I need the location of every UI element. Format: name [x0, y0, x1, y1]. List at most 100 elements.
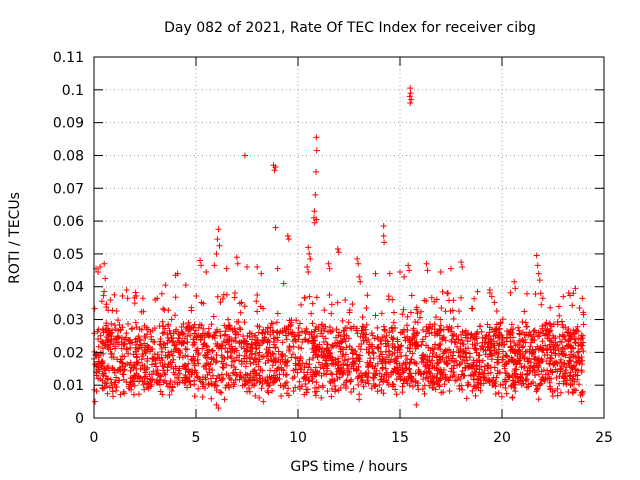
roti-point	[283, 336, 290, 343]
roti-point	[558, 363, 565, 370]
roti-point	[424, 267, 431, 274]
roti-point	[267, 353, 274, 360]
roti-point	[381, 326, 388, 333]
roti-point	[182, 379, 189, 386]
roti-point	[260, 398, 267, 405]
roti-point	[378, 310, 385, 317]
roti-point	[496, 331, 503, 338]
roti-point	[193, 347, 200, 354]
roti-point	[515, 324, 522, 331]
roti-point	[127, 359, 134, 366]
roti-point	[572, 366, 579, 373]
roti-point	[449, 355, 456, 362]
roti-point	[555, 346, 562, 353]
roti-point	[188, 325, 195, 332]
roti-point	[147, 346, 154, 353]
roti-point	[209, 347, 216, 354]
roti-point	[458, 331, 465, 338]
roti-point	[365, 363, 372, 370]
roti-point	[332, 361, 339, 368]
roti-point	[130, 377, 137, 384]
roti-point	[194, 373, 201, 380]
roti-point	[431, 298, 438, 305]
roti-point	[241, 319, 248, 326]
roti-point	[401, 367, 408, 374]
roti-point	[482, 351, 489, 358]
roti-point	[472, 342, 479, 349]
roti-point	[539, 338, 546, 345]
roti-point	[223, 382, 230, 389]
roti-point	[536, 332, 543, 339]
roti-point	[278, 393, 285, 400]
roti-point	[258, 329, 265, 336]
roti-point	[342, 383, 349, 390]
roti-point	[162, 282, 169, 289]
roti-point	[407, 90, 414, 97]
roti-point	[402, 361, 409, 368]
roti-point	[437, 322, 444, 329]
roti-point	[455, 349, 462, 356]
roti-point	[252, 374, 259, 381]
roti-point	[423, 297, 430, 304]
roti-point	[164, 334, 171, 341]
roti-point	[113, 374, 120, 381]
roti-point	[256, 372, 263, 379]
roti-point	[457, 354, 464, 361]
roti-point	[447, 349, 454, 356]
roti-point	[513, 366, 520, 373]
roti-point	[166, 337, 173, 344]
roti-point	[173, 345, 180, 352]
y-axis-title: ROTI / TECUs	[7, 192, 23, 284]
plot-frame	[93, 56, 605, 419]
roti-point	[448, 325, 455, 332]
roti-point	[349, 346, 356, 353]
roti-point	[395, 343, 402, 350]
roti-point	[406, 93, 413, 100]
roti-point	[292, 384, 299, 391]
roti-point	[462, 350, 469, 357]
roti-point	[342, 296, 349, 303]
roti-point	[299, 338, 306, 345]
roti-point	[348, 325, 355, 332]
roti-point	[124, 360, 131, 367]
roti-point	[493, 374, 500, 381]
roti-point	[544, 375, 551, 382]
roti-point	[223, 265, 230, 272]
roti-point	[380, 390, 387, 397]
roti-point	[335, 332, 342, 339]
roti-point	[346, 307, 353, 314]
roti-point	[104, 390, 111, 397]
roti-point	[348, 346, 355, 353]
roti-point	[507, 328, 514, 335]
y-tick-label: 0.06	[53, 214, 84, 230]
roti-point	[440, 334, 447, 341]
roti-point	[202, 376, 209, 383]
roti-point	[559, 351, 566, 358]
roti-point	[313, 134, 320, 141]
roti-point	[169, 384, 176, 391]
roti-point	[224, 336, 231, 343]
roti-point	[543, 319, 550, 326]
roti-point	[516, 330, 523, 337]
roti-point	[285, 392, 292, 399]
roti-point	[420, 376, 427, 383]
roti-point	[195, 385, 202, 392]
roti-point	[478, 363, 485, 370]
roti-point	[279, 351, 286, 358]
roti-point	[137, 365, 144, 372]
roti-point	[120, 388, 127, 395]
roti-point	[354, 255, 361, 262]
roti-point	[528, 339, 535, 346]
roti-point	[226, 345, 233, 352]
roti-point	[305, 337, 312, 344]
roti-point	[539, 323, 546, 330]
roti-point	[433, 352, 440, 359]
roti-point	[567, 382, 574, 389]
roti-point	[521, 331, 528, 338]
roti-point	[515, 346, 522, 353]
roti-point	[476, 352, 483, 359]
roti-point	[184, 353, 191, 360]
roti-point	[355, 373, 362, 380]
roti-point	[416, 314, 423, 321]
roti-point	[303, 386, 310, 393]
